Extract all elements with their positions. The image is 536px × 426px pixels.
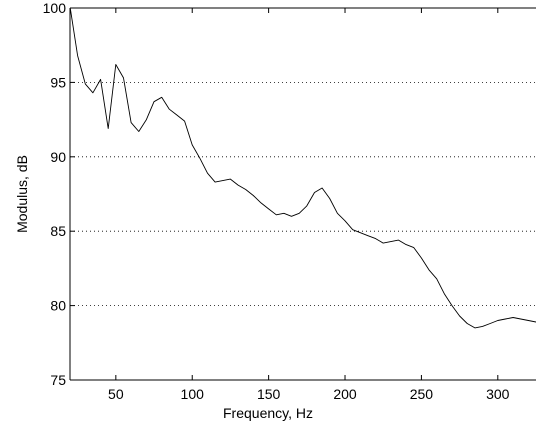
x-tick-label: 50 [108, 386, 124, 402]
x-tick-label: 200 [333, 386, 357, 402]
y-tick-label: 90 [50, 149, 66, 165]
grid-layer [70, 82, 536, 307]
y-tick-label: 75 [50, 372, 66, 388]
y-tick-label: 100 [43, 0, 67, 16]
x-tick-label: 300 [486, 386, 510, 402]
axis-layer [69, 7, 536, 381]
y-tick-label: 95 [50, 74, 66, 90]
x-tick-label: 250 [410, 386, 434, 402]
series-layer [70, 8, 536, 329]
series-line-1 [70, 8, 536, 329]
x-axis-label: Frequency, Hz [223, 405, 313, 421]
y-tick-label: 80 [50, 298, 66, 314]
x-tick-label: 100 [181, 386, 205, 402]
y-axis-label: Modulus, dB [14, 155, 30, 233]
tick-layer: 50 100 150 200 250 300 75 80 85 90 95 100 [43, 0, 510, 402]
x-tick-label: 150 [257, 386, 281, 402]
y-tick-label: 85 [50, 223, 66, 239]
